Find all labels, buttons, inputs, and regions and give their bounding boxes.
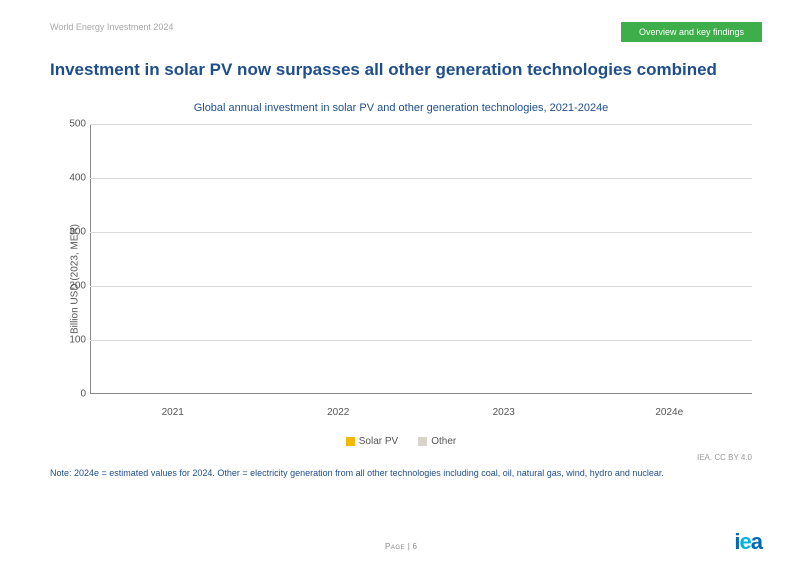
y-tick-label: 300 [56, 227, 86, 238]
page-title: Investment in solar PV now surpasses all… [0, 42, 802, 80]
y-tick-label: 0 [56, 389, 86, 400]
grid-line [90, 124, 752, 125]
y-tick-label: 500 [56, 119, 86, 130]
iea-logo: iea [734, 529, 762, 555]
x-tick-label: 2022 [294, 407, 382, 418]
y-axis-label: Billion USD (2023, MER) [70, 224, 81, 334]
y-tick-label: 200 [56, 281, 86, 292]
chart-title: Global annual investment in solar PV and… [0, 80, 802, 124]
grid-line [90, 232, 752, 233]
breadcrumb: World Energy Investment 2024 [50, 22, 173, 32]
chart-legend: Solar PV Other [0, 436, 802, 447]
x-tick-label: 2021 [129, 407, 217, 418]
bar-chart: Billion USD (2023, MER) 0100200300400500… [50, 124, 752, 434]
legend-swatch [418, 437, 427, 446]
plot-area: 0100200300400500 [90, 124, 752, 394]
legend-label: Solar PV [359, 436, 398, 447]
attribution: IEA. CC BY 4.0 [0, 447, 802, 462]
grid-line [90, 286, 752, 287]
chart-note: Note: 2024e = estimated values for 2024.… [0, 462, 802, 478]
legend-swatch [346, 437, 355, 446]
y-tick-label: 400 [56, 173, 86, 184]
grid-line [90, 340, 752, 341]
x-tick-label: 2024e [625, 407, 713, 418]
x-axis-labels: 2021 2022 2023 2024e [90, 407, 752, 418]
bars-area [90, 124, 752, 394]
y-tick-label: 100 [56, 335, 86, 346]
legend-label: Other [431, 436, 456, 447]
x-tick-label: 2023 [460, 407, 548, 418]
grid-line [90, 178, 752, 179]
legend-item: Solar PV [346, 436, 398, 447]
legend-item: Other [418, 436, 456, 447]
page-number: Page | 6 [385, 542, 417, 551]
section-badge: Overview and key findings [621, 22, 762, 42]
